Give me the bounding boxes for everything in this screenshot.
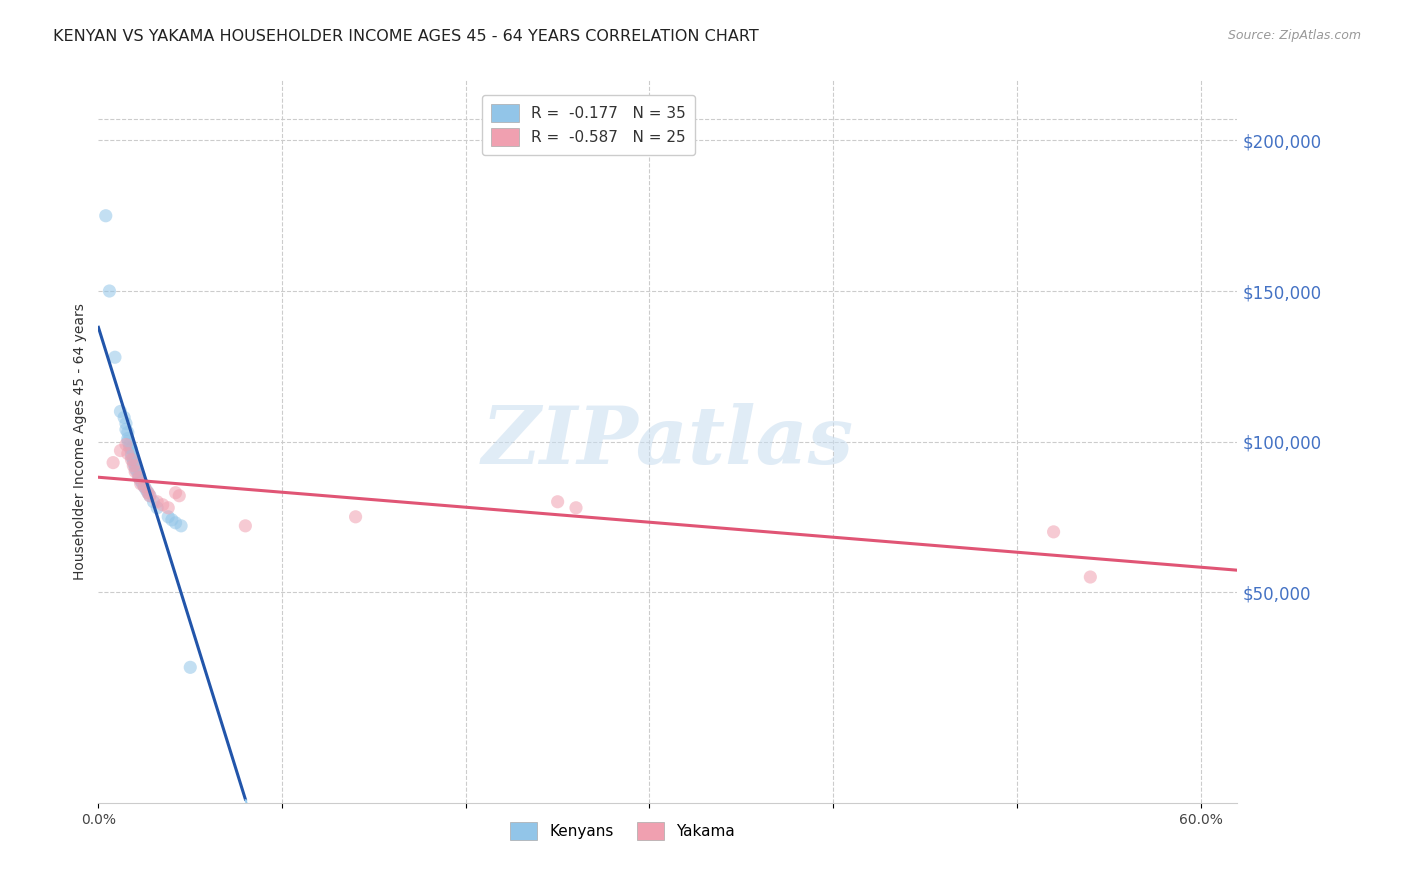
Point bbox=[110, 404, 132, 418]
Point bbox=[139, 489, 162, 503]
Point bbox=[121, 450, 143, 464]
Point bbox=[125, 465, 148, 479]
Point bbox=[104, 350, 127, 364]
Point bbox=[129, 474, 152, 488]
Point bbox=[165, 516, 187, 530]
Point bbox=[146, 494, 169, 508]
Point bbox=[131, 476, 153, 491]
Point bbox=[115, 422, 138, 436]
Text: ZIPatlas: ZIPatlas bbox=[482, 403, 853, 480]
Point bbox=[128, 467, 150, 482]
Point bbox=[134, 480, 156, 494]
Y-axis label: Householder Income Ages 45 - 64 years: Householder Income Ages 45 - 64 years bbox=[73, 303, 87, 580]
Point bbox=[165, 485, 187, 500]
Point bbox=[121, 452, 143, 467]
Point bbox=[134, 480, 156, 494]
Point bbox=[115, 417, 138, 431]
Point bbox=[117, 434, 139, 449]
Legend: Kenyans, Yakama: Kenyans, Yakama bbox=[503, 816, 741, 846]
Point bbox=[118, 441, 141, 455]
Point bbox=[1042, 524, 1064, 539]
Point bbox=[146, 500, 169, 515]
Point bbox=[129, 476, 152, 491]
Point bbox=[160, 513, 183, 527]
Point bbox=[152, 498, 174, 512]
Point bbox=[121, 442, 143, 456]
Point bbox=[1078, 570, 1101, 584]
Point bbox=[117, 446, 139, 460]
Point bbox=[167, 489, 190, 503]
Point bbox=[124, 458, 146, 473]
Text: KENYAN VS YAKAMA HOUSEHOLDER INCOME AGES 45 - 64 YEARS CORRELATION CHART: KENYAN VS YAKAMA HOUSEHOLDER INCOME AGES… bbox=[53, 29, 759, 44]
Point bbox=[139, 489, 162, 503]
Point bbox=[121, 446, 143, 460]
Point bbox=[94, 209, 117, 223]
Point bbox=[344, 509, 367, 524]
Point bbox=[118, 437, 141, 451]
Point bbox=[142, 494, 165, 508]
Point bbox=[98, 284, 121, 298]
Point bbox=[101, 456, 124, 470]
Point bbox=[179, 660, 201, 674]
Point bbox=[124, 465, 146, 479]
Point bbox=[128, 470, 150, 484]
Point bbox=[117, 432, 139, 446]
Point bbox=[235, 518, 257, 533]
Point bbox=[135, 483, 157, 497]
Point bbox=[547, 494, 569, 508]
Point bbox=[157, 500, 180, 515]
Text: Source: ZipAtlas.com: Source: ZipAtlas.com bbox=[1227, 29, 1361, 42]
Point bbox=[136, 485, 159, 500]
Point bbox=[122, 456, 145, 470]
Point bbox=[157, 509, 180, 524]
Point bbox=[128, 470, 150, 484]
Point bbox=[115, 437, 138, 451]
Point bbox=[170, 518, 193, 533]
Point bbox=[117, 425, 139, 440]
Point bbox=[124, 461, 146, 475]
Point bbox=[112, 410, 135, 425]
Point bbox=[110, 443, 132, 458]
Point bbox=[136, 485, 159, 500]
Point bbox=[122, 458, 145, 473]
Point bbox=[122, 452, 145, 467]
Point bbox=[565, 500, 588, 515]
